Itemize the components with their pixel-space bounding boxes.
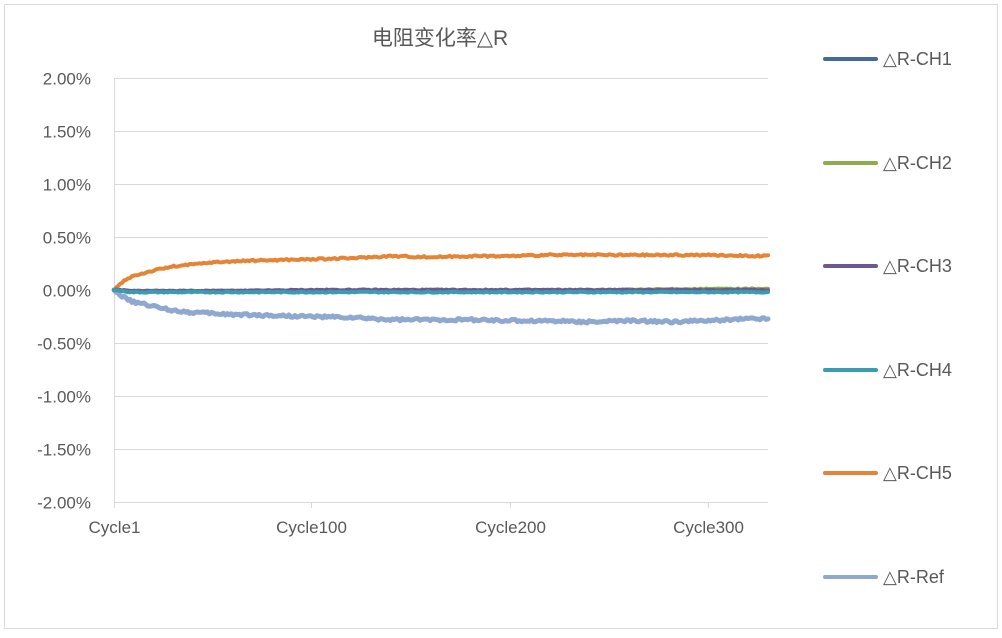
y-tick-label: -1.00% [37,388,91,407]
legend-item: △R-CH4 [823,360,952,380]
legend-label: △R-CH1 [883,49,952,69]
legend-label: △R-CH2 [883,153,952,173]
legend-item: △R-CH5 [823,463,952,483]
y-tick-label: -0.50% [37,335,91,354]
series-line-ref [111,287,771,326]
legend-label: △R-CH3 [883,256,952,276]
y-tick-label: 0.50% [43,229,91,248]
y-tick-label: -2.00% [37,494,91,513]
x-tick-label: Cycle200 [475,518,546,537]
legend-item: △R-CH3 [823,256,952,276]
y-tick-label: 1.00% [43,176,91,195]
legend-item: △R-CH1 [823,49,952,69]
legend: △R-CH1 △R-CH2 △R-CH3 △R-CH4 △R-CH5 △R-Ref [823,49,952,587]
y-tick-label: 0.00% [43,282,91,301]
x-tick-label: Cycle1 [89,518,141,537]
y-tick-label: 1.50% [43,123,91,142]
legend-item: △R-CH2 [823,153,952,173]
legend-label: △R-CH5 [883,463,952,483]
legend-label: △R-CH4 [883,360,952,380]
y-tick-label: 2.00% [43,70,91,89]
series-line-ch5 [112,252,770,292]
x-tick-label: Cycle100 [276,518,347,537]
y-tick-label: -1.50% [37,441,91,460]
chart-title: 电阻变化率△R [372,27,508,50]
series-lines [111,252,771,326]
legend-label: △R-Ref [883,567,945,587]
legend-item: △R-Ref [823,567,945,587]
series-line-ch4 [112,288,770,295]
chart-border [4,4,998,629]
x-tick-label: Cycle300 [673,518,744,537]
